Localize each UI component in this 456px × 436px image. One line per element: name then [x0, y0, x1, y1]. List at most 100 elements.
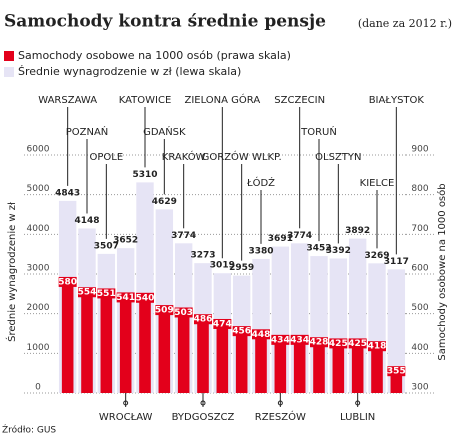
cars-bar — [177, 312, 190, 393]
category-label: LUBLIN — [340, 412, 375, 423]
category-label: ŁÓDŹ — [246, 176, 275, 189]
cars-label-bg — [213, 318, 232, 329]
cars-value-label: 355 — [387, 367, 406, 377]
cars-label-bg — [232, 326, 251, 337]
cars-label-bg — [290, 334, 309, 345]
cars-bar — [255, 334, 267, 393]
cars-bar — [351, 343, 364, 393]
cars-label-bg — [194, 314, 212, 325]
cars-bar — [293, 339, 306, 393]
salary-value-label: 3392 — [326, 246, 351, 256]
cars-value-label: 580 — [58, 277, 77, 287]
cars-label-bg — [174, 307, 193, 318]
y2-tick-label: 600 — [411, 264, 428, 274]
category-label: TORUŃ — [300, 125, 337, 138]
chart-title: Samochody kontra średnie pensje — [4, 12, 326, 32]
salary-value-label: 3019 — [210, 261, 235, 271]
cars-bar — [390, 371, 403, 393]
salary-value-label: 4843 — [55, 188, 80, 198]
salary-value-label: 3117 — [384, 257, 409, 267]
cars-bar — [274, 339, 287, 393]
cars-label-bg — [310, 337, 328, 348]
cars-label-bg — [348, 338, 367, 349]
chart-subtitle: (dane za 2012 r.) — [358, 17, 452, 30]
category-label: KIELCE — [360, 178, 395, 189]
category-label: RZESZÓW — [255, 410, 306, 423]
cars-label-bg — [78, 287, 96, 298]
cars-bar — [197, 319, 209, 393]
y2-tick-label: 500 — [411, 303, 428, 313]
source: Źródło: GUS — [2, 424, 56, 436]
cars-value-label: 474 — [213, 319, 232, 329]
y-tick-label: 4000 — [27, 224, 50, 234]
legend-swatch — [4, 51, 14, 61]
y-axis-title: Średnie wynagrodzenie w zł — [5, 202, 18, 342]
salary-value-label: 3507 — [94, 241, 119, 251]
category-label: OPOLE — [89, 152, 123, 163]
cars-bar — [371, 346, 383, 393]
y2-tick-label: 900 — [411, 145, 428, 155]
y-tick-label: 0 — [35, 383, 41, 393]
salary-value-label: 5310 — [132, 170, 157, 180]
y2-tick-label: 300 — [411, 383, 428, 393]
y2-tick-label: 700 — [411, 224, 428, 234]
category-label: BYDGOSZCZ — [172, 412, 235, 423]
category-label: ZIELONA GÓRA — [184, 93, 260, 106]
leader-dot — [277, 400, 283, 406]
cars-value-label: 503 — [174, 308, 193, 318]
cars-label-bg — [252, 329, 270, 340]
cars-value-label: 425 — [329, 339, 348, 349]
cars-label-bg — [136, 292, 154, 303]
cars-value-label: 541 — [116, 293, 135, 303]
legend-entry: Średnie wynagrodzenie w zł (lewa skala) — [18, 65, 241, 78]
cars-bar — [158, 310, 171, 393]
cars-label-bg — [329, 338, 348, 349]
y-tick-label: 1000 — [27, 343, 50, 353]
cars-value-label: 540 — [136, 293, 155, 303]
salary-value-label: 3892 — [345, 226, 370, 236]
salary-value-label: 3691 — [268, 234, 293, 244]
salary-value-label: 4629 — [152, 197, 177, 207]
category-label: BIAŁYSTOK — [369, 95, 425, 106]
cars-label-bg — [97, 288, 116, 299]
salary-value-label: 3380 — [248, 246, 273, 256]
cars-value-label: 551 — [97, 289, 116, 299]
cars-bar — [119, 297, 132, 393]
cars-value-label: 434 — [290, 335, 309, 345]
salary-value-label: 3774 — [171, 231, 196, 241]
cars-bar — [81, 292, 93, 393]
salary-value-label: 3273 — [190, 251, 215, 261]
category-label: WARSZAWA — [38, 95, 97, 106]
cars-value-label: 434 — [271, 335, 290, 345]
category-label: SZCZECIN — [274, 95, 325, 106]
salary-value-label: 3774 — [287, 231, 312, 241]
y-tick-label: 5000 — [27, 184, 50, 194]
cars-label-bg — [368, 341, 386, 352]
cars-value-label: 456 — [232, 327, 251, 337]
salary-value-label: 3452 — [306, 244, 331, 254]
salary-bar — [387, 269, 406, 393]
cars-label-bg — [58, 276, 77, 287]
category-label: KATOWICE — [119, 95, 172, 106]
leader-dot — [200, 400, 206, 406]
cars-value-label: 554 — [78, 288, 97, 298]
cars-bar — [100, 293, 113, 393]
cars-bar — [313, 342, 325, 393]
cars-label-bg — [387, 366, 406, 377]
leader-dot — [355, 400, 361, 406]
y2-axis-title: Samochody osobowe na 1000 osób — [436, 183, 448, 360]
legend-entry: Samochody osobowe na 1000 osób (prawa sk… — [18, 49, 291, 62]
cars-bar — [216, 323, 229, 393]
cars-value-label: 428 — [310, 338, 329, 348]
cars-value-label: 509 — [155, 306, 174, 316]
cars-label-bg — [155, 305, 174, 316]
y2-tick-label: 800 — [411, 184, 428, 194]
category-label: GDAŃSK — [143, 125, 186, 138]
y-tick-label: 6000 — [27, 145, 50, 155]
legend-swatch — [4, 67, 14, 77]
cars-value-label: 486 — [194, 315, 213, 325]
salary-value-label: 4148 — [74, 216, 99, 226]
category-label: WROCŁAW — [99, 412, 153, 423]
cars-label-bg — [271, 334, 290, 345]
